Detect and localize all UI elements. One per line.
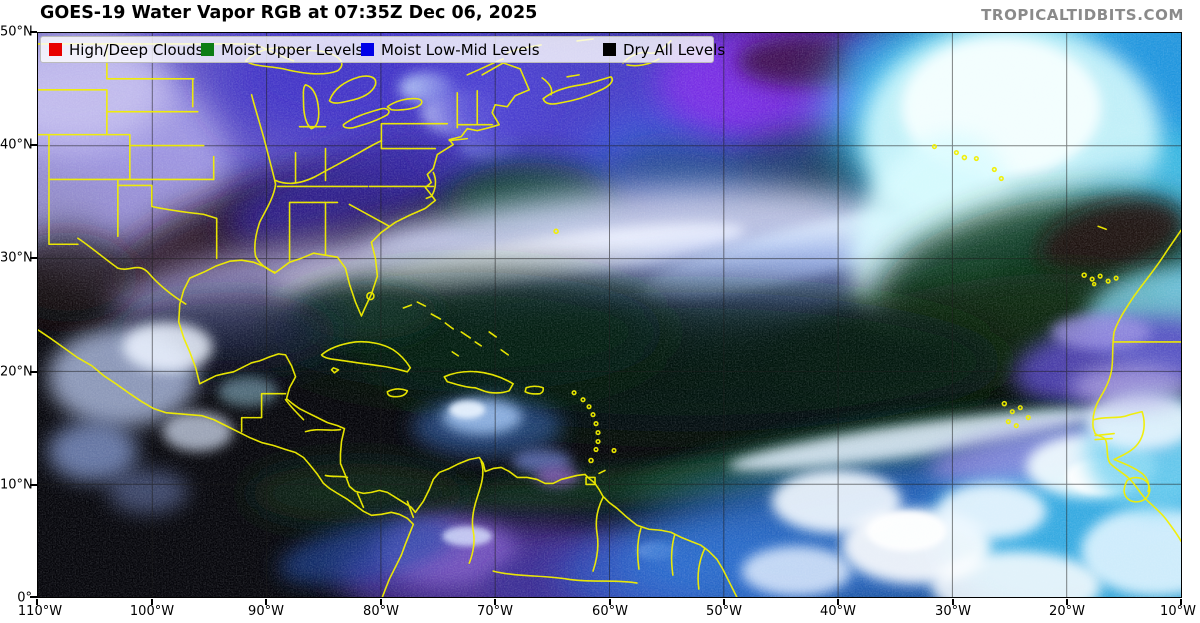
lat-tick-label: 20°N	[0, 364, 33, 380]
axis-tick	[30, 31, 37, 33]
lon-tick-label: 40°W	[820, 604, 856, 619]
lat-tick-label: 0°	[17, 590, 32, 606]
axis-tick	[151, 599, 153, 605]
page-title: GOES-19 Water Vapor RGB at 07:35Z Dec 06…	[40, 3, 538, 23]
islands-caribbean	[320, 291, 617, 464]
legend-label: High/Deep Clouds	[69, 40, 204, 59]
axis-tick	[30, 144, 37, 146]
axis-tick	[609, 599, 611, 605]
lon-tick-label: 70°W	[477, 604, 513, 619]
legend-swatch-moist-low-mid	[361, 43, 374, 56]
legend-item: High/Deep Clouds	[49, 37, 204, 62]
legend-label: Dry All Levels	[623, 40, 726, 59]
legend-swatch-dry	[603, 43, 616, 56]
coastline-south-america	[406, 456, 738, 597]
lon-tick-label: 10°W	[1160, 604, 1196, 619]
lon-tick-label: 100°W	[129, 604, 175, 619]
axis-tick	[723, 599, 725, 605]
legend-swatch-high-deep-clouds	[49, 43, 62, 56]
lat-tick-label: 30°N	[0, 250, 33, 266]
legend-item: Dry All Levels	[603, 37, 725, 62]
lat-tick-label: 50°N	[0, 24, 33, 40]
legend-item: Moist Low-Mid Levels	[361, 37, 540, 62]
axis-tick	[380, 599, 382, 605]
axis-tick	[494, 599, 496, 605]
axis-tick	[837, 599, 839, 605]
lon-tick-label: 30°W	[935, 604, 971, 619]
lat-tick-label: 10°N	[0, 477, 33, 493]
lat-tick-label: 40°N	[0, 137, 33, 153]
axis-tick	[30, 596, 37, 598]
legend-label: Moist Low-Mid Levels	[381, 40, 540, 59]
watermark: TROPICALTIDBITS.COM	[981, 6, 1184, 24]
lon-tick-label: 50°W	[706, 604, 742, 619]
satellite-map-panel[interactable]: High/Deep Clouds Moist Upper Levels Mois…	[37, 32, 1182, 598]
coastline-north-america	[38, 89, 530, 597]
legend-swatch-moist-upper	[201, 43, 214, 56]
legend-label: Moist Upper Levels	[221, 40, 364, 59]
axis-tick	[30, 371, 37, 373]
coastline-africa	[1092, 229, 1181, 542]
satellite-image	[38, 33, 1181, 597]
axis-tick	[1180, 599, 1182, 605]
axis-tick	[265, 599, 267, 605]
legend: High/Deep Clouds Moist Upper Levels Mois…	[40, 36, 725, 63]
borders-central-america	[240, 392, 365, 509]
axis-tick	[36, 599, 38, 605]
legend-item: Moist Upper Levels	[201, 37, 363, 62]
axis-tick	[952, 599, 954, 605]
axis-tick	[1066, 599, 1068, 605]
lon-tick-label: 20°W	[1049, 604, 1085, 619]
atlantic-islands	[553, 144, 1119, 429]
lon-tick-label: 110°W	[17, 604, 63, 619]
lon-tick-label: 80°W	[363, 604, 399, 619]
lon-tick-label: 90°W	[248, 604, 284, 619]
axis-tick	[30, 257, 37, 259]
axis-tick	[30, 484, 37, 486]
lon-tick-label: 60°W	[592, 604, 628, 619]
